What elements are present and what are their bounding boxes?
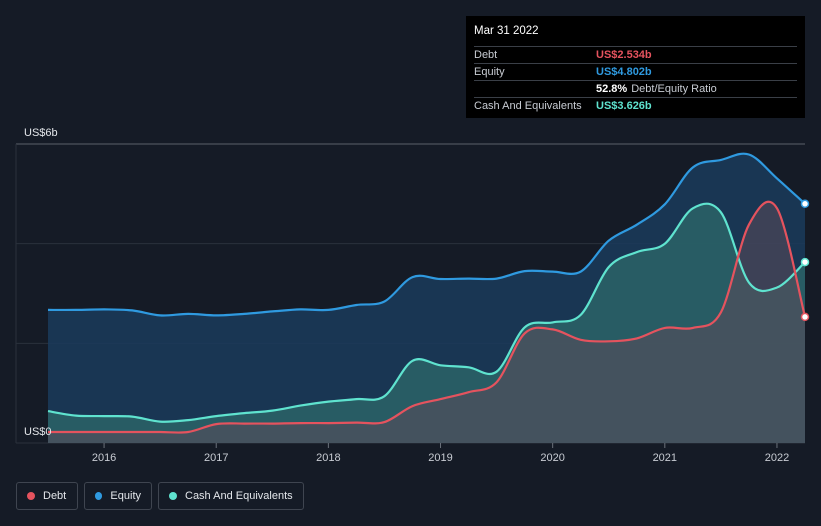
debt-endpoint bbox=[800, 312, 810, 322]
debt-area bbox=[48, 201, 805, 443]
legend-dot bbox=[27, 492, 35, 500]
tooltip-row-debt: Debt US$2.534b bbox=[474, 46, 797, 63]
legend-item-debt[interactable]: Debt bbox=[16, 482, 78, 510]
cash-and-equivalents-endpoint bbox=[800, 257, 810, 267]
x-tick-label: 2019 bbox=[428, 452, 452, 464]
equity-line bbox=[47, 152, 806, 317]
y-axis-top-label: US$6b bbox=[24, 127, 58, 139]
tooltip-row-equity: Equity US$4.802b bbox=[474, 63, 797, 80]
cash-and-equivalents-line bbox=[47, 202, 806, 423]
equity-endpoint bbox=[800, 199, 810, 209]
legend-label: Equity bbox=[110, 490, 141, 502]
series-lines bbox=[47, 152, 807, 434]
tooltip-value: US$3.626b bbox=[596, 100, 652, 112]
tooltip-date: Mar 31 2022 bbox=[474, 25, 539, 37]
tooltip-value: 52.8% bbox=[596, 83, 628, 95]
series-areas bbox=[48, 153, 805, 443]
tooltip-ratio-label: Debt/Equity Ratio bbox=[631, 83, 717, 95]
series-endpoints bbox=[800, 199, 810, 322]
tooltip-value: US$4.802b bbox=[596, 66, 652, 78]
legend-dot bbox=[169, 492, 177, 500]
x-tick-label: 2018 bbox=[316, 452, 340, 464]
legend-item-equity[interactable]: Equity bbox=[84, 482, 152, 510]
tooltip-row-ratio: 52.8% Debt/Equity Ratio bbox=[474, 80, 797, 97]
x-tick-label: 2021 bbox=[653, 452, 677, 464]
legend-item-cash[interactable]: Cash And Equivalents bbox=[158, 482, 304, 510]
legend-label: Cash And Equivalents bbox=[185, 490, 293, 502]
y-axis-bottom-label: US$0 bbox=[24, 426, 52, 438]
legend-label: Debt bbox=[43, 490, 67, 502]
x-tick-label: 2017 bbox=[204, 452, 228, 464]
tooltip-row-cash: Cash And Equivalents US$3.626b bbox=[474, 97, 797, 114]
x-tick-label: 2016 bbox=[92, 452, 116, 464]
x-axis-ticks: 2016 2017 2018 2019 2020 2021 2022 bbox=[92, 443, 789, 464]
tooltip-label: Debt bbox=[474, 49, 498, 61]
tooltip-label bbox=[474, 81, 596, 97]
tooltip-label: Equity bbox=[474, 66, 505, 78]
x-tick-label: 2020 bbox=[540, 452, 564, 464]
debt-line bbox=[47, 200, 807, 434]
x-tick-label: 2022 bbox=[765, 452, 789, 464]
tooltip-value: US$2.534b bbox=[596, 49, 652, 61]
tooltip-label: Cash And Equivalents bbox=[474, 100, 582, 112]
legend-dot bbox=[95, 492, 103, 500]
tooltip-panel: Mar 31 2022 Debt US$2.534b Equity US$4.8… bbox=[466, 16, 805, 118]
